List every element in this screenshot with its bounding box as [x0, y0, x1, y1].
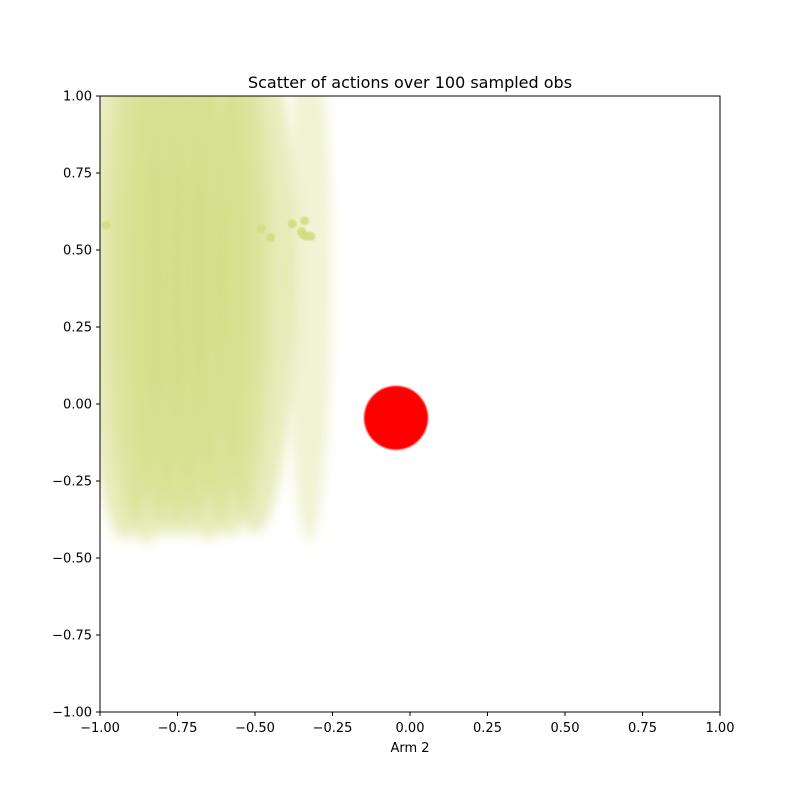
- action-point: [300, 216, 310, 226]
- y-tick-label: 1.00: [63, 90, 92, 105]
- x-tick-label: 0.75: [628, 721, 657, 736]
- scatter-points: [101, 216, 429, 450]
- x-axis: −1.00 −0.75 −0.50 −0.25 0.00 0.25 0.50 0.75 1.00: [80, 712, 734, 736]
- action-cloud: [287, 96, 332, 543]
- x-axis-label: Arm 2: [390, 741, 429, 756]
- x-tick-label: 0.50: [551, 721, 580, 736]
- y-tick-label: 0.25: [63, 321, 92, 336]
- y-tick-label: 0.00: [63, 398, 92, 413]
- action-point: [101, 220, 111, 230]
- action-cloud: [215, 96, 295, 534]
- x-tick-label: 0.25: [473, 721, 502, 736]
- x-tick-label: 0.00: [396, 721, 425, 736]
- action-point: [256, 223, 266, 233]
- y-tick-label: −1.00: [52, 706, 92, 721]
- action-density-clouds: [100, 96, 332, 543]
- x-tick-label: −0.75: [158, 721, 198, 736]
- chart-title: Scatter of actions over 100 sampled obs: [248, 73, 572, 92]
- y-tick-label: 0.50: [63, 244, 92, 259]
- x-tick-label: −0.25: [313, 721, 353, 736]
- x-tick-label: −1.00: [80, 721, 120, 736]
- y-tick-label: −0.75: [52, 629, 92, 644]
- y-tick-label: −0.50: [52, 552, 92, 567]
- plot-area: [100, 96, 429, 543]
- target-point: [364, 385, 429, 450]
- y-tick-label: 0.75: [63, 167, 92, 182]
- y-tick-label: −0.25: [52, 475, 92, 490]
- action-point: [266, 233, 275, 243]
- action-point: [287, 219, 297, 229]
- action-point: [306, 231, 316, 241]
- y-axis: 1.00 0.75 0.50 0.25 0.00 −0.25 −0.50 −0.75 −1.00: [52, 90, 100, 721]
- x-tick-label: 1.00: [706, 721, 735, 736]
- x-tick-label: −0.50: [235, 721, 275, 736]
